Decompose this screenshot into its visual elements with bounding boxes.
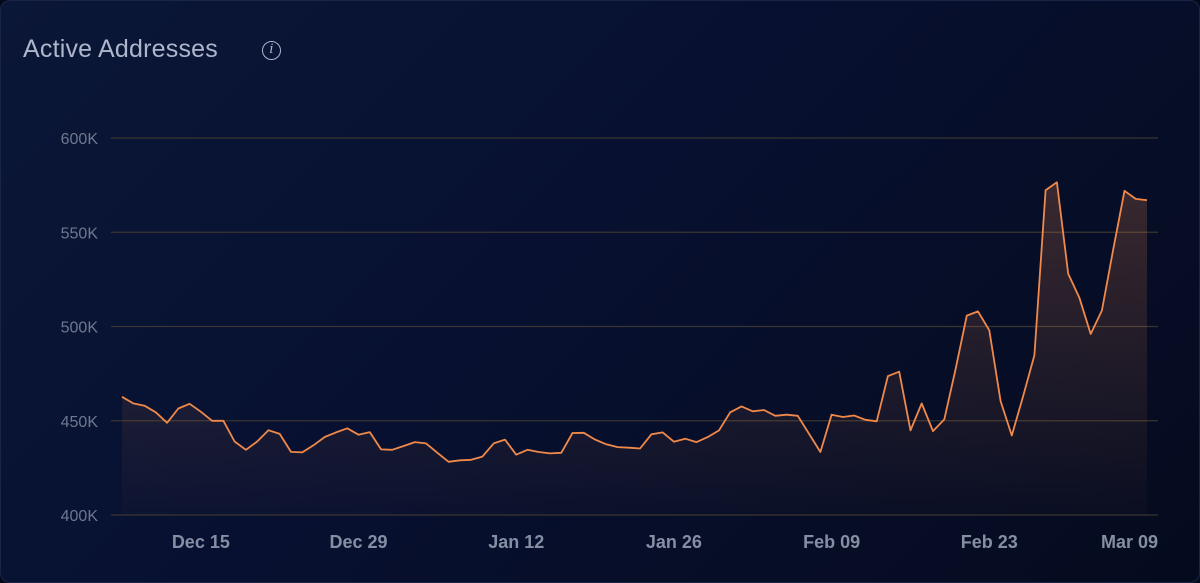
area-fill xyxy=(122,182,1147,516)
x-tick-label: Feb 09 xyxy=(803,532,860,552)
x-tick-label: Jan 26 xyxy=(646,532,702,552)
x-tick-label: Feb 23 xyxy=(961,532,1018,552)
y-tick-label: 450K xyxy=(61,414,99,431)
chart-title: Active Addresses xyxy=(23,35,218,63)
x-tick-label: Dec 29 xyxy=(330,532,388,552)
y-tick-label: 400K xyxy=(61,508,99,525)
y-tick-label: 500K xyxy=(61,320,99,337)
info-circle-icon[interactable]: i xyxy=(262,41,281,60)
y-tick-label: 550K xyxy=(61,225,99,242)
x-tick-label: Mar 09 xyxy=(1101,532,1158,552)
series-line xyxy=(121,181,1148,463)
x-tick-label: Dec 15 xyxy=(172,532,230,552)
y-tick-label: 600K xyxy=(61,131,99,148)
x-tick-label: Jan 12 xyxy=(488,532,544,552)
